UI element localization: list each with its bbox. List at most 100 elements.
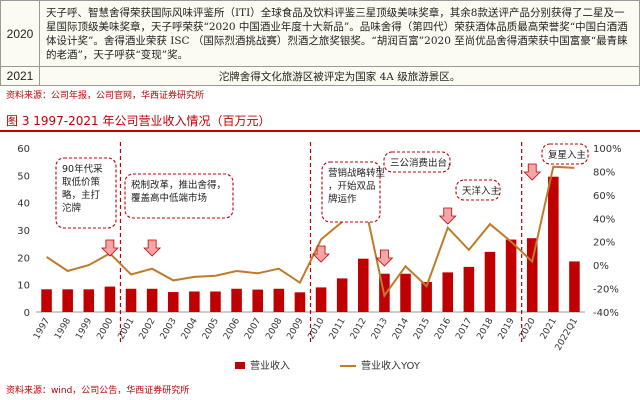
annotation-box-text: 复星入主 — [548, 149, 586, 161]
x-tick-label: 2012 — [349, 317, 369, 342]
annotation-box — [455, 179, 501, 201]
revenue-bar — [569, 261, 580, 312]
x-tick-label: 2005 — [201, 317, 221, 342]
x-tick-label: 2000 — [95, 316, 115, 341]
annotation-box — [124, 173, 234, 219]
revenue-bar — [505, 239, 517, 312]
revenue-bar — [315, 287, 327, 312]
source-note-bottom: 资料来源：wind，公司公告，华西证券研究所 — [6, 386, 190, 396]
revenue-bar — [526, 238, 538, 312]
x-tick-label: 2015 — [412, 317, 432, 342]
arrow-icon — [438, 207, 457, 225]
x-tick-label: 2002 — [138, 317, 158, 342]
x-tick-label: 2017 — [454, 317, 474, 342]
source-note-top: 资料来源：公司年报，公司官网，华西证券研究所 — [6, 91, 205, 101]
right-tick-label: 20% — [593, 238, 615, 249]
revenue-bar — [548, 176, 559, 312]
arrow-icon — [100, 239, 119, 257]
x-tick-label: 2006 — [222, 316, 242, 341]
revenue-bar — [125, 288, 137, 312]
annotation-box-text: ，开始双品 — [328, 180, 376, 192]
x-tick-label: 1999 — [74, 316, 94, 341]
x-tick-label: 2011 — [328, 317, 348, 342]
revenue-bar — [400, 273, 411, 312]
revenue-bar — [189, 291, 200, 312]
annotation-box-text: 三公消费出台， — [390, 157, 457, 169]
figure-title-rule — [0, 130, 640, 132]
revenue-bar — [231, 288, 242, 312]
revenue-bar — [210, 291, 221, 312]
x-tick-label: 2016 — [433, 316, 453, 341]
left-tick-label: 50 — [17, 171, 30, 182]
right-tick-label: 0% — [593, 261, 609, 272]
period-dividers — [119, 142, 523, 342]
annotation-box-text: 天洋入主 — [462, 185, 500, 197]
left-tick-label: 20 — [17, 253, 30, 264]
right-tick-label: 80% — [593, 167, 615, 178]
annotation-box-text: 沱牌 — [62, 202, 82, 214]
revenue-bar — [336, 278, 348, 312]
legend-bar-swatch — [235, 362, 245, 369]
annotation-box-text: 营销战略转型 — [328, 167, 386, 179]
arrow-icon — [523, 163, 542, 181]
revenue-chart: 0 10 20 30 40 50 60 -40% -20% 0% 20% 40% 60% 80% 100%… — [17, 142, 622, 372]
x-tick-label: 2020 — [518, 316, 538, 341]
revenue-bar — [62, 289, 73, 312]
x-tick-label: 2013 — [370, 317, 390, 342]
revenue-bar — [463, 266, 475, 312]
revenue-bar — [358, 258, 369, 312]
arrow-icon — [375, 249, 394, 267]
annotation-box-text: 税制改革，推出舍得， — [131, 179, 226, 191]
revenue-bar — [83, 289, 95, 312]
revenue-bar — [484, 251, 496, 312]
annotation-box-text: 覆盖高中低端市场 — [131, 192, 207, 204]
x-tick-label: 2004 — [180, 316, 200, 341]
x-tick-label: 2014 — [391, 316, 411, 341]
x-tick-label: 2018 — [475, 316, 495, 341]
annotation-box-text: 略，主打 — [62, 189, 101, 201]
arrow-icon — [312, 245, 331, 263]
yoy-series-line — [46, 165, 575, 299]
annotation-box — [321, 161, 381, 223]
event-cell: 天子呼、智慧舍得荣获国际风味评鉴所（ITI）全球食品及饮料评鉴三星顶级美味奖章，… — [39, 0, 640, 68]
x-tick-label: 2008 — [264, 316, 284, 341]
revenue-bar — [442, 272, 454, 312]
right-tick-label: -40% — [593, 308, 619, 319]
revenue-bar — [167, 292, 179, 312]
left-tick-label: 0 — [24, 308, 30, 319]
revenue-bar — [421, 281, 432, 312]
revenue-bar — [252, 289, 263, 312]
table-row: 2020 天子呼、智慧舍得荣获国际风味评鉴所（ITI）全球食品及饮料评鉴三星顶级… — [0, 0, 640, 68]
legend: 营业收入 营业收入YOY — [235, 359, 421, 372]
left-tick-label: 10 — [17, 281, 30, 292]
figure-title: 图 3 1997-2021 年公司营业收入情况（百万元） — [6, 114, 271, 128]
right-tick-label: 100% — [593, 144, 622, 155]
x-tick-label: 2021 — [539, 317, 559, 342]
revenue-bar — [294, 292, 306, 312]
x-tick-label: 1997 — [32, 317, 52, 342]
left-tick-label: 30 — [17, 226, 30, 237]
right-axis: -40% -20% 0% 20% 40% 60% 80% 100% — [593, 144, 622, 319]
year-cell: 2021 — [0, 66, 40, 86]
legend-bar-label: 营业收入 — [250, 359, 290, 372]
annotation-box-text: 取低价策 — [62, 176, 101, 188]
left-tick-label: 60 — [17, 144, 30, 155]
left-tick-label: 40 — [17, 199, 30, 210]
arrow-icon — [143, 239, 162, 257]
annotation-box — [541, 143, 589, 165]
revenue-bar — [146, 288, 158, 312]
right-tick-label: 60% — [593, 191, 615, 202]
right-tick-label: -20% — [593, 285, 619, 296]
x-tick-label: 2009 — [285, 316, 305, 341]
x-tick-label: 2019 — [497, 316, 517, 341]
event-cell: 沱牌舍得文化旅游区被评定为国家 4A 级旅游景区。 — [39, 66, 640, 86]
annotation-box — [55, 157, 117, 229]
revenue-bar — [104, 286, 116, 312]
x-axis-labels: 1997 1998 1999 2000 2001 2002 2003 2004 2005 2006… — [32, 316, 580, 352]
x-tick-label: 1998 — [53, 316, 73, 341]
awards-table: 2020 天子呼、智慧舍得荣获国际风味评鉴所（ITI）全球食品及饮料评鉴三星顶级… — [0, 0, 640, 86]
annotation-box-text: 90年代采 — [62, 163, 103, 175]
legend-line-label: 营业收入YOY — [361, 359, 421, 372]
x-tick-label: 2001 — [117, 317, 137, 342]
